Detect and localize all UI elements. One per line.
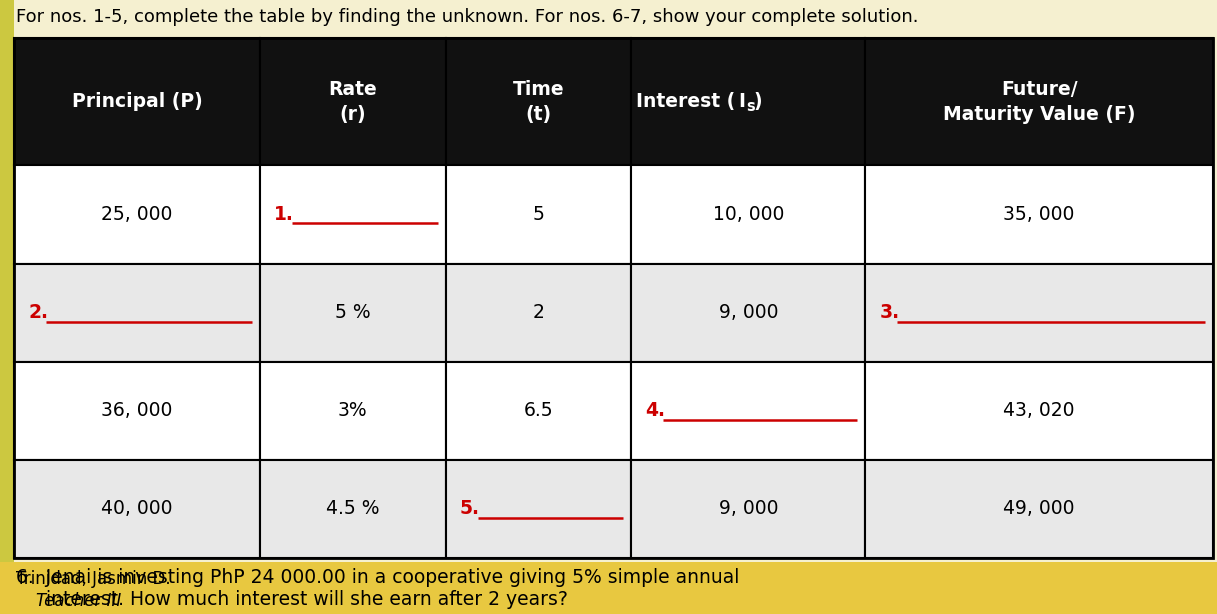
Bar bbox=[0, 0, 15, 614]
Bar bbox=[632, 38, 865, 165]
Text: Rate
(r): Rate (r) bbox=[329, 80, 377, 123]
Text: For nos. 1-5, complete the table by finding the unknown. For nos. 6-7, show your: For nos. 1-5, complete the table by find… bbox=[16, 8, 919, 26]
Text: 5.: 5. bbox=[460, 499, 479, 518]
Bar bbox=[632, 460, 865, 558]
Text: 5 %: 5 % bbox=[335, 303, 370, 322]
Text: Time
(t): Time (t) bbox=[512, 80, 565, 123]
Bar bbox=[15, 362, 259, 460]
Text: 9, 000: 9, 000 bbox=[718, 303, 778, 322]
Text: Teacher III: Teacher III bbox=[37, 592, 122, 610]
Bar bbox=[259, 460, 445, 558]
Bar bbox=[445, 263, 632, 362]
Text: 49, 000: 49, 000 bbox=[1003, 499, 1075, 518]
Text: 35, 000: 35, 000 bbox=[1004, 205, 1075, 224]
Text: 4.: 4. bbox=[645, 402, 666, 420]
Text: 3%: 3% bbox=[338, 402, 368, 420]
Text: Principal (P): Principal (P) bbox=[72, 92, 202, 111]
Text: Future/
Maturity Value (F): Future/ Maturity Value (F) bbox=[943, 80, 1135, 123]
Text: interest. How much interest will she earn after 2 years?: interest. How much interest will she ear… bbox=[16, 590, 568, 609]
Text: 25, 000: 25, 000 bbox=[101, 205, 173, 224]
Bar bbox=[865, 362, 1213, 460]
Bar bbox=[445, 460, 632, 558]
Bar bbox=[865, 460, 1213, 558]
Bar bbox=[865, 165, 1213, 263]
Text: 6.  Jenai is investing PhP 24 000.00 in a cooperative giving 5% simple annual: 6. Jenai is investing PhP 24 000.00 in a… bbox=[16, 568, 740, 587]
Text: 1.: 1. bbox=[274, 205, 293, 224]
Text: 5: 5 bbox=[533, 205, 544, 224]
Bar bbox=[259, 362, 445, 460]
Bar bbox=[632, 263, 865, 362]
Text: 4.5 %: 4.5 % bbox=[326, 499, 380, 518]
Bar bbox=[445, 362, 632, 460]
Bar bbox=[15, 460, 259, 558]
Bar bbox=[632, 362, 865, 460]
Text: Trinidad, Jasmin D.: Trinidad, Jasmin D. bbox=[16, 570, 170, 588]
Bar bbox=[0, 562, 1217, 614]
Text: 3.: 3. bbox=[880, 303, 899, 322]
Text: s: s bbox=[746, 99, 755, 114]
Bar bbox=[259, 38, 445, 165]
Text: 36, 000: 36, 000 bbox=[101, 402, 173, 420]
Text: 2: 2 bbox=[533, 303, 544, 322]
Bar bbox=[259, 263, 445, 362]
Text: 10, 000: 10, 000 bbox=[713, 205, 784, 224]
Bar bbox=[259, 165, 445, 263]
Bar bbox=[632, 165, 865, 263]
Bar bbox=[865, 263, 1213, 362]
Bar bbox=[865, 38, 1213, 165]
Bar bbox=[15, 38, 259, 165]
Bar bbox=[15, 38, 1213, 558]
Bar bbox=[445, 165, 632, 263]
Text: 43, 020: 43, 020 bbox=[1003, 402, 1075, 420]
Bar bbox=[445, 38, 632, 165]
Text: 2.: 2. bbox=[28, 303, 47, 322]
Text: 40, 000: 40, 000 bbox=[101, 499, 173, 518]
Text: Interest ( I: Interest ( I bbox=[636, 92, 746, 111]
Text: 6.5: 6.5 bbox=[523, 402, 554, 420]
Bar bbox=[15, 165, 259, 263]
Bar bbox=[15, 263, 259, 362]
Text: 9, 000: 9, 000 bbox=[718, 499, 778, 518]
Text: ): ) bbox=[753, 92, 762, 111]
